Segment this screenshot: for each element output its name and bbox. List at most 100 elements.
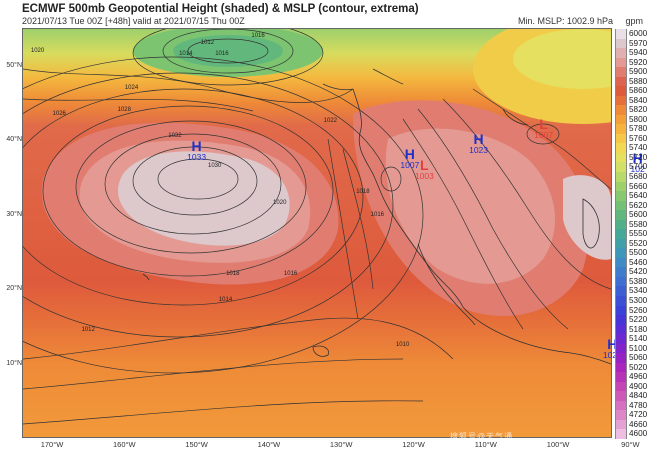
- map-header: ECMWF 500mb Geopotential Height (shaded)…: [0, 0, 659, 28]
- legend-swatch: [615, 57, 627, 68]
- high-pressure-marker: H 1033: [187, 139, 206, 162]
- legend-entry: 5900: [615, 67, 659, 77]
- isobar-label: 1016: [215, 51, 229, 58]
- legend-label: 5780: [629, 124, 648, 134]
- legend-label: 5900: [629, 67, 648, 77]
- legend-entry: 4780: [615, 400, 659, 411]
- legend-entry: 4840: [615, 391, 659, 401]
- latitude-label: 50°N: [6, 61, 22, 69]
- legend-entry: 5720: [615, 152, 659, 163]
- legend-entry: 5180: [615, 324, 659, 335]
- latitude-label: 10°N: [6, 359, 22, 367]
- legend-entry: 4660: [615, 419, 659, 430]
- color-legend: 6000 5970 5940 5920 5900 5880 5860 5840 5820 5800…: [615, 29, 659, 439]
- legend-entry: 5940: [615, 48, 659, 58]
- legend-label: 5700: [629, 162, 648, 172]
- legend-label: 5140: [629, 334, 648, 344]
- extrema-value: 102: [630, 163, 645, 174]
- legend-swatch: [615, 95, 627, 106]
- map-valid-time: 2021/07/13 Tue 00Z [+48h] valid at 2021/…: [22, 16, 245, 26]
- extrema-value: 1023: [602, 349, 622, 360]
- legend-entry: 5140: [615, 334, 659, 344]
- geopotential-high-continental-mid: [385, 128, 555, 284]
- extrema-letter: L: [539, 116, 548, 133]
- watermark: 搜狐号@天气通: [450, 432, 514, 441]
- legend-label: 4840: [629, 391, 648, 401]
- high-pressure-marker: H 1023: [469, 132, 488, 155]
- mslp-isobars: [23, 29, 611, 425]
- map-title: ECMWF 500mb Geopotential Height (shaded)…: [22, 3, 419, 15]
- isobar-label: 1016: [283, 271, 298, 278]
- legend-swatch: [615, 343, 627, 354]
- legend-label: 5720: [629, 152, 648, 162]
- legend-label: 5620: [629, 200, 648, 210]
- legend-label: 4720: [629, 410, 648, 420]
- extrema-letter: H: [473, 131, 484, 147]
- isobar-label: 1010: [395, 341, 410, 348]
- legend-swatch: [615, 191, 627, 201]
- legend-label: 5840: [629, 95, 648, 105]
- legend-label: 5660: [629, 181, 648, 191]
- legend-label: 5380: [629, 276, 648, 286]
- legend-label: 5220: [629, 315, 648, 325]
- isobar-label: 1024: [124, 84, 139, 91]
- legend-swatch: [615, 181, 627, 192]
- legend-swatch: [615, 295, 627, 306]
- legend-label: 5060: [629, 353, 648, 363]
- legend-entry: 5920: [615, 57, 659, 68]
- legend-swatch: [615, 219, 627, 230]
- legend-swatch: [615, 210, 627, 220]
- legend-label: 5580: [629, 219, 648, 229]
- legend-entry: 5020: [615, 362, 659, 373]
- legend-label: 5500: [629, 248, 648, 258]
- legend-swatch: [615, 324, 627, 335]
- legend-label: 5760: [629, 133, 648, 143]
- legend-swatch: [615, 229, 627, 239]
- legend-entry: 5820: [615, 105, 659, 115]
- geopotential-high-east: [563, 175, 611, 260]
- legend-entry: 5620: [615, 200, 659, 211]
- legend-label: 5740: [629, 143, 648, 153]
- isobar-label: 1020: [30, 47, 45, 54]
- legend-entry: 5760: [615, 133, 659, 144]
- legend-swatch: [615, 257, 627, 268]
- legend-swatch: [615, 162, 627, 173]
- legend-label: 5520: [629, 238, 648, 248]
- legend-entry: 5300: [615, 295, 659, 306]
- legend-swatch: [615, 381, 627, 392]
- legend-swatch: [615, 172, 627, 182]
- legend-label: 4960: [629, 372, 648, 382]
- longitude-label: 150°W: [185, 440, 208, 449]
- legend-entry: 5100: [615, 343, 659, 354]
- legend-label: 5020: [629, 362, 648, 372]
- legend-entry: 5970: [615, 38, 659, 49]
- legend-label: 5100: [629, 343, 648, 353]
- extrema-letter: H: [404, 145, 415, 162]
- legend-swatch: [615, 76, 627, 87]
- legend-entry: 5640: [615, 191, 659, 201]
- isobar-label: 1014: [179, 51, 193, 58]
- legend-entry: 5550: [615, 229, 659, 239]
- legend-entry: 5740: [615, 143, 659, 153]
- legend-entry: 4960: [615, 372, 659, 382]
- legend-swatch: [615, 238, 627, 249]
- legend-label: 6000: [629, 29, 648, 38]
- legend-entry: 5460: [615, 257, 659, 268]
- legend-swatch: [615, 315, 627, 325]
- legend-swatch: [615, 143, 627, 153]
- extrema-value: 1023: [469, 145, 489, 155]
- legend-entry: 5580: [615, 219, 659, 230]
- legend-label: 5640: [629, 191, 648, 201]
- isobar-label: 1026: [52, 110, 66, 117]
- legend-entry: 5780: [615, 124, 659, 134]
- legend-entry: 4600: [615, 429, 659, 439]
- legend-entry: 5340: [615, 286, 659, 296]
- legend-entry: 5380: [615, 276, 659, 287]
- isobar-label: 1028: [117, 107, 131, 114]
- extrema-value: 1003: [414, 171, 434, 182]
- legend-swatch: [615, 152, 627, 163]
- longitude-label: 120°W: [402, 440, 425, 449]
- legend-swatch: [615, 124, 627, 134]
- legend-label: 5680: [629, 172, 648, 182]
- extrema-letter: H: [191, 138, 202, 155]
